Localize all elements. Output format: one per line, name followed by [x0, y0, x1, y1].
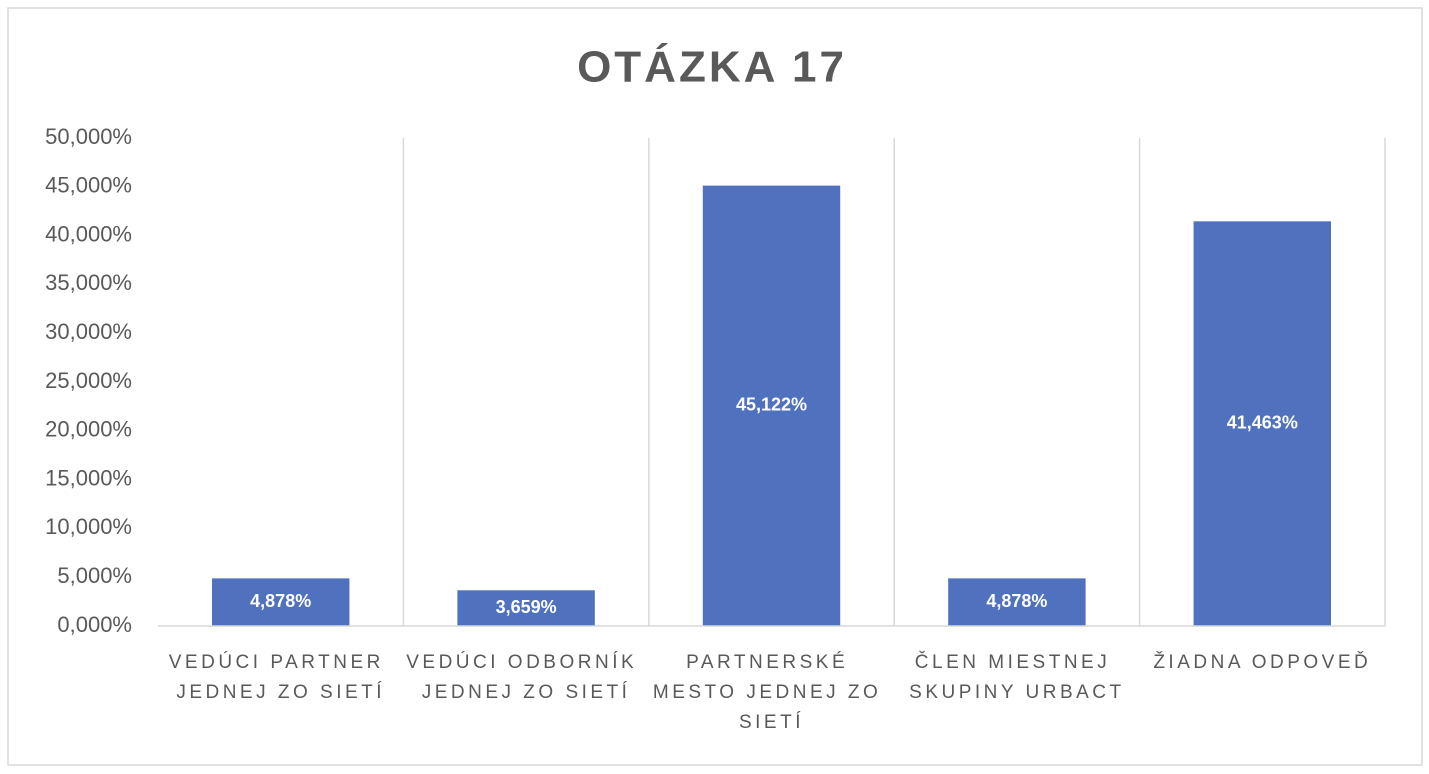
value-label: 4,878%: [250, 591, 311, 611]
x-tick-label: ŽIADNA ODPOVEĎ: [1153, 651, 1371, 673]
bar: [948, 578, 1086, 626]
x-tick-label: ČLEN MIESTNEJ SKUPINY URBACT: [909, 651, 1124, 703]
bar: [457, 590, 595, 626]
y-tick-label: 40,000%: [45, 221, 132, 246]
bar: [702, 185, 841, 626]
y-tick-label: 45,000%: [45, 173, 132, 198]
y-tick-label: 30,000%: [45, 319, 132, 344]
x-tick-label: PARTNERSKÉ MESTO JEDNEJ ZO SIETÍ: [653, 652, 890, 733]
y-tick-label: 10,000%: [45, 514, 132, 539]
y-tick-label: 0,000%: [57, 612, 132, 637]
x-tick-label: VEDÚCI PARTNER JEDNEJ ZO SIETÍ: [169, 651, 393, 703]
y-tick-label: 15,000%: [45, 465, 132, 490]
x-tick-label: VEDÚCI ODBORNÍK JEDNEJ ZO SIETÍ: [406, 651, 646, 703]
value-label: 41,463%: [1227, 412, 1298, 432]
y-tick-label: 5,000%: [57, 563, 132, 588]
y-tick-label: 50,000%: [45, 124, 132, 149]
y-tick-label: 35,000%: [45, 270, 132, 295]
value-label: 3,659%: [496, 597, 557, 617]
y-tick-label: 20,000%: [45, 417, 132, 442]
value-label: 45,122%: [736, 395, 807, 415]
bar: [1193, 221, 1332, 627]
y-tick-label: 25,000%: [45, 368, 132, 393]
bar: [211, 578, 350, 626]
chart-title: OTÁZKA 17: [577, 42, 847, 92]
value-label: 4,878%: [986, 591, 1047, 611]
